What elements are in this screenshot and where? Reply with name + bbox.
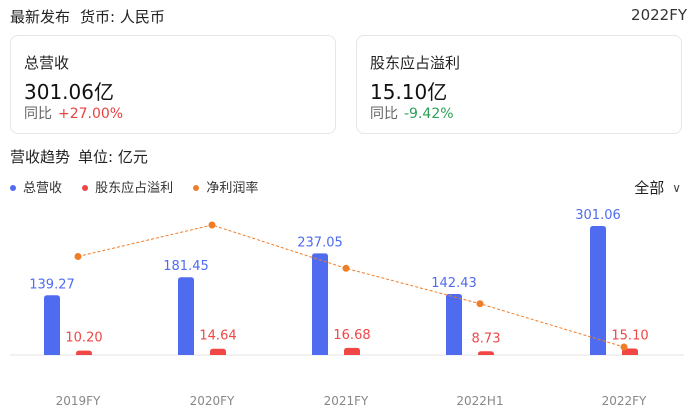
trend-unit: 单位: 亿元 [78,148,148,166]
revenue-yoy-value: +27.00% [58,106,124,122]
bar-revenue [312,253,328,355]
legend-dot-icon [82,184,89,191]
bar-profit [76,350,92,355]
profit-card[interactable]: 股东应占溢利 15.10亿 同比 -9.42% [356,35,682,134]
currency-label: 货币: 人民币 [80,8,165,26]
header-title: 最新发布 [10,8,71,26]
data-label-revenue: 181.45 [163,259,209,274]
period-filter-label: 全部 [634,179,665,197]
chevron-down-icon: ∨ [672,181,681,195]
legend-label-margin: 净利润率 [206,181,259,196]
data-label-revenue: 301.06 [575,208,621,223]
period-filter-dropdown[interactable]: 全部 ∨ [634,177,681,198]
bar-profit [622,348,638,355]
header-title-group: 最新发布 货币: 人民币 [10,6,165,27]
profit-yoy-label: 同比 [370,106,398,122]
header: 最新发布 货币: 人民币 2022FY [10,6,689,28]
legend-item-profit[interactable]: 股东应占溢利 [82,177,173,196]
profit-card-label: 股东应占溢利 [370,54,461,72]
x-tick-label: 2022FY [602,394,647,408]
bar-revenue [446,293,462,355]
chart-legend: 总营收 股东应占溢利 净利润率 [10,177,274,196]
x-tick-label: 2019FY [56,394,101,408]
x-tick-label: 2020FY [190,394,235,408]
legend-dot-icon [193,184,200,191]
revenue-yoy: 同比 +27.00% [24,103,123,123]
revenue-card-value: 301.06亿 [24,80,114,104]
data-label-profit: 16.68 [333,328,370,343]
revenue-card[interactable]: 总营收 301.06亿 同比 +27.00% [10,35,336,134]
revenue-yoy-label: 同比 [24,106,52,122]
data-label-revenue: 237.05 [297,235,343,250]
profit-card-value: 15.10亿 [370,80,448,104]
point-margin [208,221,216,229]
point-margin [74,253,82,260]
data-label-profit: 14.64 [199,329,236,344]
data-label-profit: 8.73 [472,331,501,346]
data-label-profit: 15.10 [611,329,648,344]
x-tick-label: 2021FY [324,394,369,408]
series-line-margin [77,224,625,348]
legend-item-revenue[interactable]: 总营收 [10,177,62,196]
revenue-card-label: 总营收 [24,54,70,72]
legend-label-profit: 股东应占溢利 [95,181,174,196]
data-label-revenue: 142.43 [431,276,477,291]
point-margin [620,343,628,351]
point-margin [476,300,484,308]
profit-yoy-value: -9.42% [404,106,454,122]
bar-revenue [178,277,194,355]
bar-profit [478,351,494,355]
bar-profit [344,347,360,355]
data-label-revenue: 139.27 [29,277,75,292]
data-label-profit: 10.20 [65,331,102,346]
legend-dot-icon [10,184,16,191]
x-tick-label: 2022H1 [456,394,503,408]
period-label: 2022FY [631,6,687,24]
profit-yoy: 同比 -9.42% [370,103,454,123]
bar-revenue [44,295,60,355]
bar-revenue [590,225,606,355]
trend-heading: 营收趋势 单位: 亿元 [10,146,148,167]
point-margin [342,264,350,272]
trend-title: 营收趋势 [10,148,71,166]
bar-profit [210,348,226,355]
legend-label-revenue: 总营收 [23,181,63,196]
legend-item-margin[interactable]: 净利润率 [193,177,258,196]
